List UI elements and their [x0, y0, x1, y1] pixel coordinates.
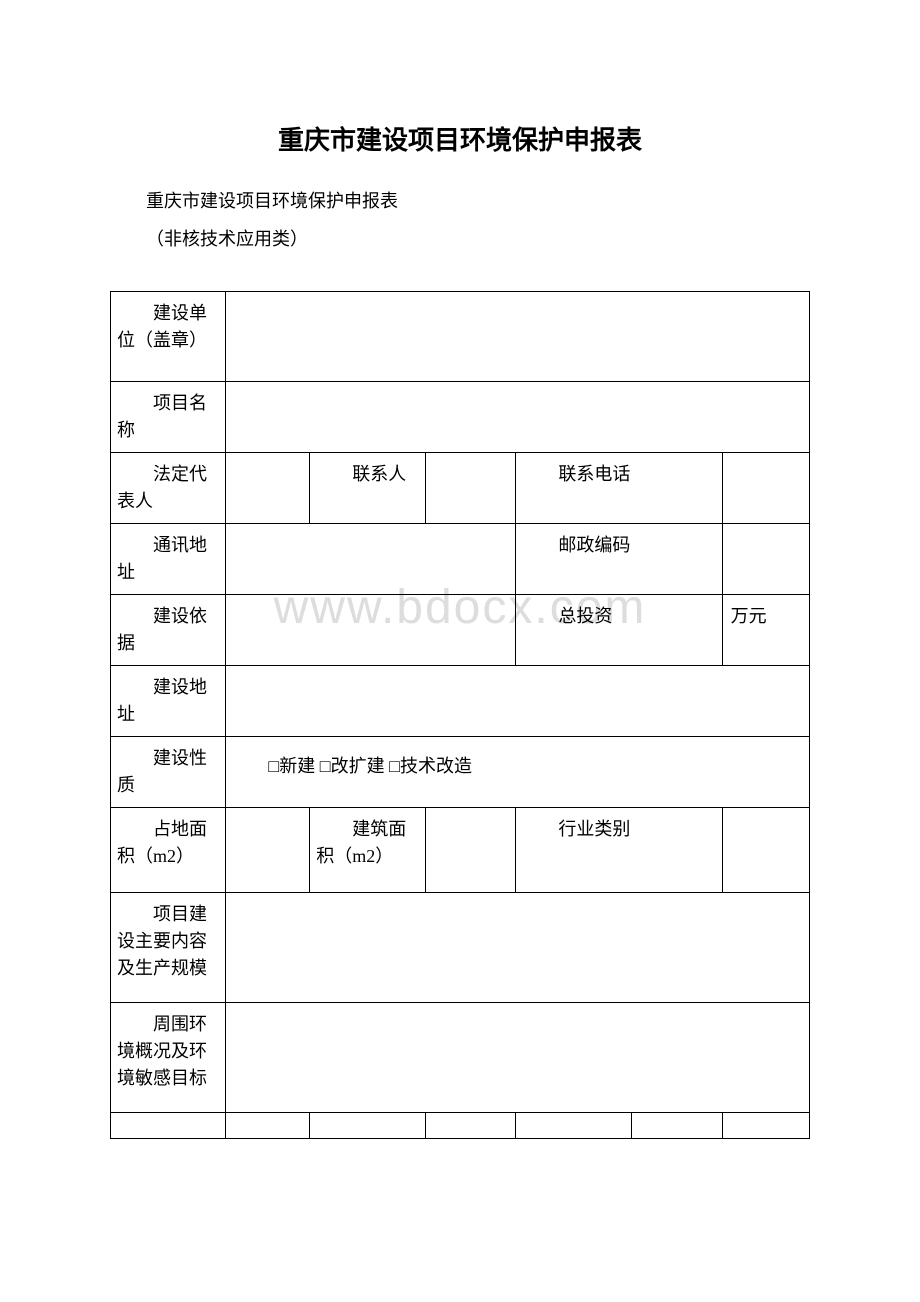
value-content — [226, 893, 810, 1003]
label-address: 通讯地址 — [111, 524, 226, 595]
table-row: 周围环境概况及环境敏感目标 — [111, 1003, 810, 1113]
empty-cell — [226, 1113, 310, 1139]
label-nature: 建设性质 — [111, 737, 226, 808]
value-unit — [226, 292, 810, 382]
value-address — [226, 524, 516, 595]
value-postcode — [722, 524, 809, 595]
value-basis — [226, 595, 516, 666]
table-row: 占地面积（m2） 建筑面积（m2） 行业类别 — [111, 808, 810, 893]
table-row — [111, 1113, 810, 1139]
subnote-text: （非核技术应用类） — [110, 225, 810, 251]
label-surrounding: 周围环境概况及环境敏感目标 — [111, 1003, 226, 1113]
table-row: 建设单位（盖章） — [111, 292, 810, 382]
value-investment-unit: 万元 — [722, 595, 809, 666]
label-phone: 联系电话 — [516, 453, 722, 524]
value-legal-rep — [226, 453, 310, 524]
label-project-name: 项目名称 — [111, 382, 226, 453]
table-row: 通讯地址 邮政编码 — [111, 524, 810, 595]
empty-cell — [425, 1113, 516, 1139]
page-title: 重庆市建设项目环境保护申报表 — [110, 120, 810, 157]
table-row: 建设依据 总投资 万元 — [111, 595, 810, 666]
application-form-table: 建设单位（盖章） 项目名称 法定代表人 联系人 联系电话 通讯地址 邮政编码 建… — [110, 291, 810, 1139]
label-build-address: 建设地址 — [111, 666, 226, 737]
label-basis: 建设依据 — [111, 595, 226, 666]
value-build-address — [226, 666, 810, 737]
value-surrounding — [226, 1003, 810, 1113]
label-legal-rep: 法定代表人 — [111, 453, 226, 524]
label-land-area: 占地面积（m2） — [111, 808, 226, 893]
empty-cell — [111, 1113, 226, 1139]
value-build-area — [425, 808, 516, 893]
empty-cell — [631, 1113, 722, 1139]
label-content: 项目建设主要内容及生产规模 — [111, 893, 226, 1003]
subtitle-text: 重庆市建设项目环境保护申报表 — [110, 187, 810, 213]
table-row: 项目名称 — [111, 382, 810, 453]
table-row: 建设地址 — [111, 666, 810, 737]
value-land-area — [226, 808, 310, 893]
value-industry — [722, 808, 809, 893]
empty-cell — [516, 1113, 631, 1139]
value-contact — [425, 453, 516, 524]
empty-cell — [722, 1113, 809, 1139]
value-nature-options: □新建 □改扩建 □技术改造 — [226, 737, 810, 808]
label-build-area: 建筑面积（m2） — [310, 808, 425, 893]
table-row: 建设性质 □新建 □改扩建 □技术改造 — [111, 737, 810, 808]
label-contact: 联系人 — [310, 453, 425, 524]
label-industry: 行业类别 — [516, 808, 722, 893]
table-row: 法定代表人 联系人 联系电话 — [111, 453, 810, 524]
value-project-name — [226, 382, 810, 453]
empty-cell — [310, 1113, 425, 1139]
value-phone — [722, 453, 809, 524]
label-postcode: 邮政编码 — [516, 524, 722, 595]
document-content: 重庆市建设项目环境保护申报表 重庆市建设项目环境保护申报表 （非核技术应用类） … — [110, 120, 810, 1139]
table-row: 项目建设主要内容及生产规模 — [111, 893, 810, 1003]
label-investment: 总投资 — [516, 595, 722, 666]
label-unit: 建设单位（盖章） — [111, 292, 226, 382]
